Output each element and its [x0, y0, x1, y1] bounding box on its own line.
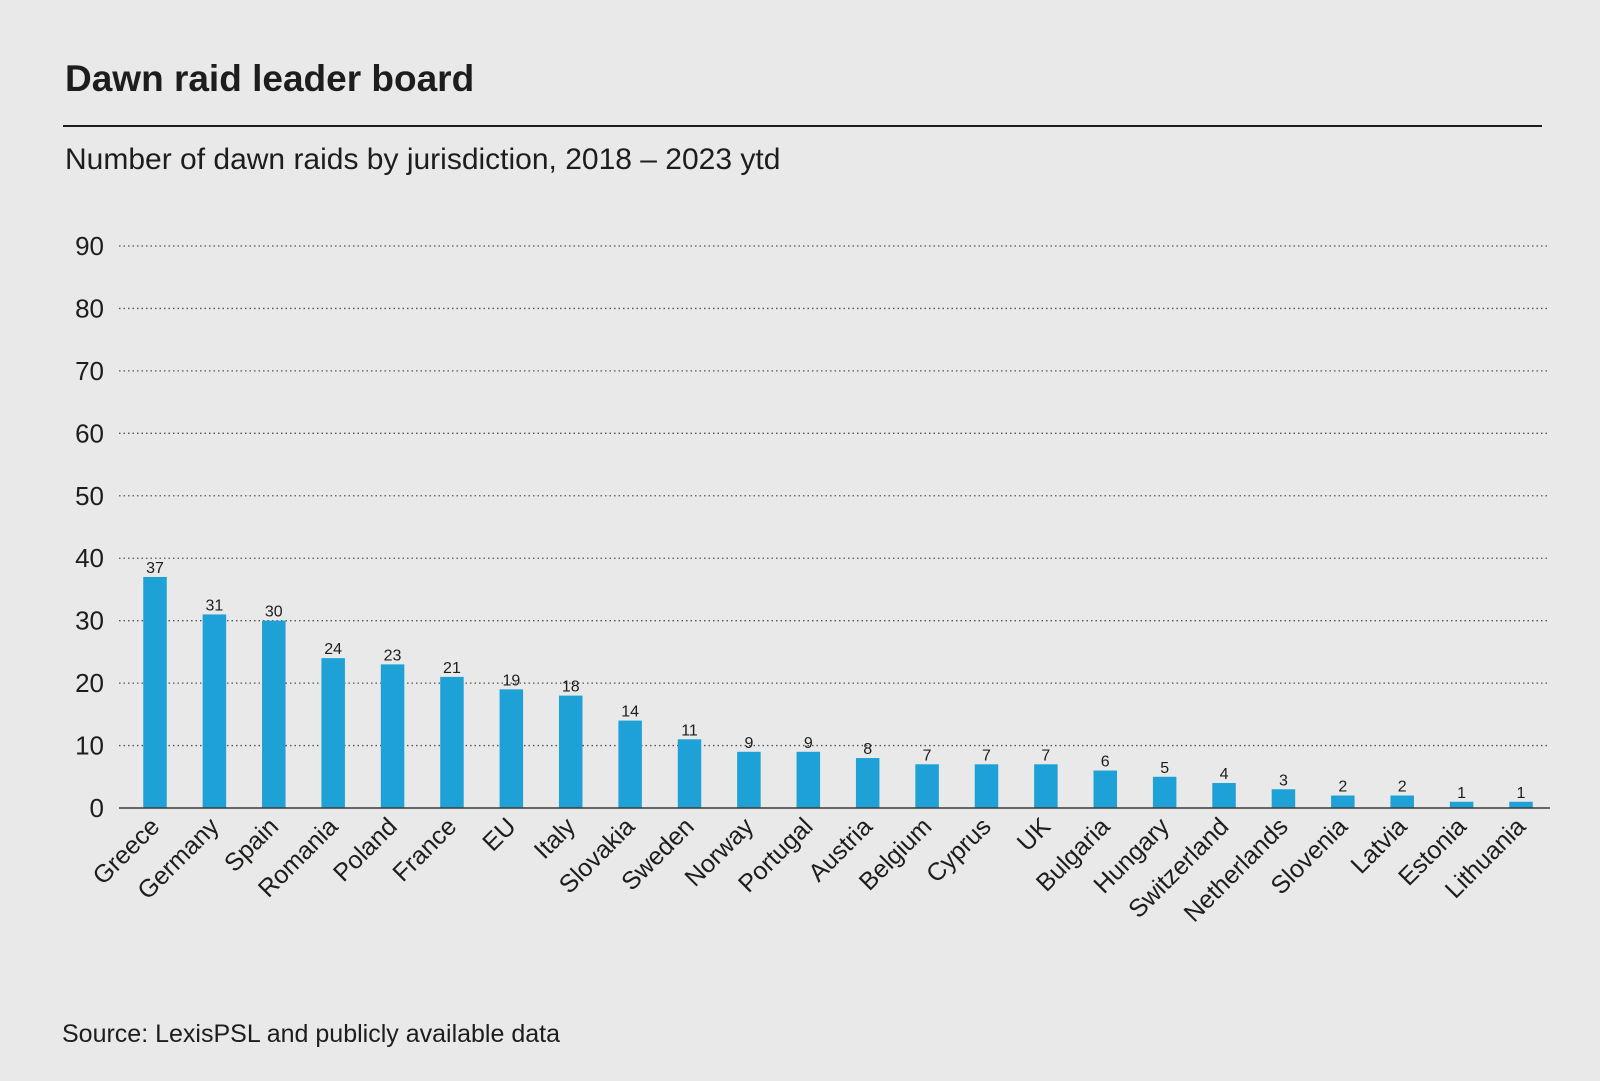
bar: [915, 764, 939, 808]
data-label: 23: [384, 647, 402, 664]
data-label: 3: [1279, 772, 1288, 789]
x-tick-label: UK: [1012, 812, 1057, 857]
bar: [202, 614, 227, 808]
bar: [440, 676, 464, 808]
data-label: 2: [1398, 779, 1407, 796]
x-tick-label: France: [387, 812, 462, 887]
bar: [1034, 764, 1058, 808]
chart-title: Dawn raid leader board: [65, 58, 475, 99]
data-label: 4: [1220, 766, 1229, 783]
bar: [380, 664, 405, 808]
data-label: 2: [1338, 779, 1347, 796]
bar: [618, 720, 642, 808]
y-tick-label: 90: [75, 231, 104, 261]
x-tick-label: EU: [477, 812, 521, 856]
data-label: 19: [502, 672, 520, 689]
data-label: 30: [265, 604, 283, 621]
data-label: 1: [1457, 785, 1466, 802]
data-label: 7: [1041, 747, 1050, 764]
y-tick-label: 80: [75, 293, 104, 323]
bar: [143, 576, 167, 808]
title-divider: [63, 125, 1542, 127]
y-tick-label: 50: [75, 481, 104, 511]
y-tick-label: 20: [75, 668, 104, 698]
data-label: 24: [324, 641, 342, 658]
bar: [855, 758, 880, 808]
y-tick-label: 10: [75, 731, 104, 761]
x-tick-label: Poland: [328, 812, 403, 887]
data-label: 14: [621, 704, 639, 721]
bar: [499, 689, 524, 808]
y-tick-label: 30: [75, 606, 104, 636]
x-tick-label: Cyprus: [921, 812, 997, 888]
bar: [1093, 770, 1118, 808]
y-tick-label: 70: [75, 356, 104, 386]
bar: [1331, 795, 1355, 808]
source-note: Source: LexisPSL and publicly available …: [62, 1020, 560, 1048]
data-label: 5: [1160, 760, 1169, 777]
data-label: 8: [863, 741, 872, 758]
data-label: 37: [146, 560, 164, 577]
x-tick-label: Italy: [529, 812, 582, 865]
data-label: 18: [562, 679, 580, 696]
bar: [1509, 801, 1533, 808]
data-label: 9: [744, 735, 753, 752]
y-tick-label: 40: [75, 543, 104, 573]
data-label: 1: [1517, 785, 1526, 802]
bar: [1152, 776, 1177, 808]
data-label: 7: [982, 747, 991, 764]
data-label: 7: [923, 747, 932, 764]
bar: [1212, 783, 1236, 808]
bar: [737, 751, 761, 808]
data-label: 9: [804, 735, 813, 752]
bar: [558, 695, 583, 808]
y-tick-label: 60: [75, 418, 104, 448]
bar: [796, 751, 821, 808]
bar: [262, 620, 286, 808]
bar: [321, 658, 345, 808]
bar: [974, 764, 999, 808]
data-label: 6: [1101, 754, 1110, 771]
bar: [677, 739, 702, 808]
data-label: 31: [205, 597, 223, 614]
bar: [1271, 789, 1296, 808]
data-label: 11: [681, 722, 698, 739]
bar: [1449, 801, 1474, 808]
bar: [1390, 795, 1414, 808]
y-tick-label: 0: [90, 793, 104, 823]
data-label: 21: [443, 660, 461, 677]
chart-subtitle: Number of dawn raids by jurisdiction, 20…: [65, 143, 781, 176]
